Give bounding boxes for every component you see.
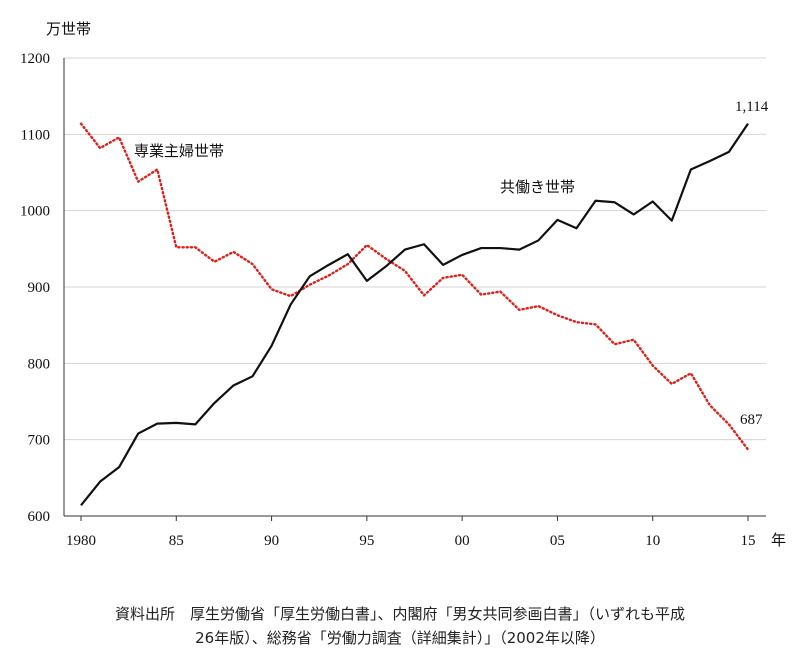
- end-label-dual-income: 1,114: [735, 99, 769, 115]
- y-tick-label: 700: [28, 433, 51, 449]
- source-note: 資料出所 厚生労働省「厚生労働白書」、内閣府「男女共同参画白書」（いずれも平成 …: [0, 602, 800, 650]
- series-line-housewife: [79, 122, 750, 451]
- series-dual-income: 共働き世帯 1,114: [80, 99, 769, 507]
- y-tick-label: 600: [28, 509, 51, 525]
- x-tick-label: 95: [359, 533, 374, 549]
- x-tick-label: 00: [455, 533, 470, 549]
- series-housewife: 専業主婦世帯 687: [79, 122, 763, 451]
- x-tick-label: 05: [550, 533, 565, 549]
- gridlines: [64, 57, 766, 441]
- x-axis-unit-label: 年: [771, 531, 786, 549]
- x-tick-labels: 1980 85 90 95 00 05 10 15: [66, 533, 756, 549]
- y-axis-unit-label: 万世帯: [46, 20, 91, 38]
- series-line-dual-income: [80, 123, 749, 507]
- y-tick-label: 1200: [20, 51, 50, 67]
- y-tick-labels: 600 700 800 900 1000 1100 1200: [20, 51, 50, 525]
- y-tick-label: 1000: [20, 204, 50, 220]
- source-line-1: 資料出所 厚生労働省「厚生労働白書」、内閣府「男女共同参画白書」（いずれも平成: [114, 605, 685, 623]
- series-label-dual-income: 共働き世帯: [500, 178, 575, 196]
- y-tick-label: 1100: [21, 127, 50, 143]
- end-label-housewife: 687: [740, 412, 763, 428]
- y-tick-label: 900: [28, 280, 51, 296]
- x-tick-label: 85: [169, 533, 184, 549]
- x-tick-label: 90: [264, 533, 279, 549]
- x-tick-label: 15: [741, 533, 756, 549]
- series-label-housewife: 専業主婦世帯: [134, 142, 224, 160]
- source-line-2: 26年版）、総務省「労働力調査（詳細集計）」（2002年以降）: [195, 629, 605, 647]
- y-tick-label: 800: [28, 356, 51, 372]
- axes: [63, 58, 766, 521]
- x-tick-label: 10: [645, 533, 660, 549]
- x-tick-label: 1980: [66, 533, 96, 549]
